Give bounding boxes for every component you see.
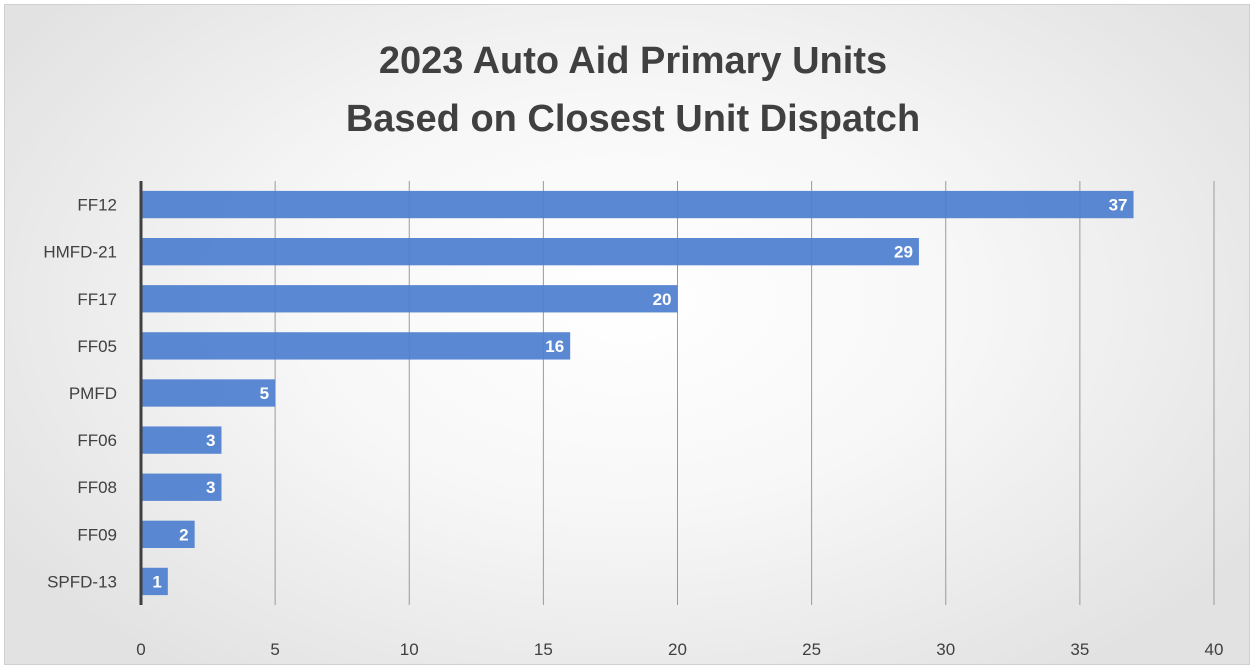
data-label: 29 xyxy=(894,243,913,262)
x-tick-label: 15 xyxy=(534,640,553,659)
category-label: FF05 xyxy=(77,337,117,356)
data-label: 5 xyxy=(260,384,269,403)
category-label: FF17 xyxy=(77,290,117,309)
bar-ff05 xyxy=(141,332,571,360)
category-label: FF09 xyxy=(77,525,117,544)
x-tick-label: 10 xyxy=(400,640,419,659)
x-tick-label: 20 xyxy=(668,640,687,659)
bar-spfd-13 xyxy=(141,567,168,596)
chart-title-line-2: Based on Closest Unit Dispatch xyxy=(346,98,920,140)
category-label: PMFD xyxy=(69,384,117,403)
category-label: FF08 xyxy=(77,478,117,497)
bar-ff06 xyxy=(141,426,222,454)
x-tick-labels: 0 5 10 15 20 25 30 35 40 xyxy=(136,640,1223,659)
bar-pmfd xyxy=(141,379,276,407)
x-tick-label: 30 xyxy=(936,640,955,659)
bar-ff09 xyxy=(141,520,195,548)
category-label: FF12 xyxy=(77,196,117,215)
x-tick-label: 0 xyxy=(136,640,145,659)
data-label: 37 xyxy=(1109,196,1128,215)
data-label: 3 xyxy=(206,431,215,450)
x-tick-label: 40 xyxy=(1205,640,1224,659)
chart-frame: 2023 Auto Aid Primary Units Based on Clo… xyxy=(4,4,1250,665)
bars: 37 29 20 16 5 3 3 2 1 xyxy=(141,190,1134,596)
bar-chart: 2023 Auto Aid Primary Units Based on Clo… xyxy=(43,40,1223,659)
data-label: 3 xyxy=(206,478,215,497)
data-label: 2 xyxy=(179,525,188,544)
bar-ff08 xyxy=(141,473,222,501)
chart-title-line-1: 2023 Auto Aid Primary Units xyxy=(379,40,887,82)
category-labels: FF12 HMFD-21 FF17 FF05 PMFD FF06 FF08 FF09 SPFD-… xyxy=(43,196,117,592)
bar-ff12 xyxy=(141,190,1134,219)
category-label: HMFD-21 xyxy=(43,243,117,262)
bar-ff17 xyxy=(141,285,678,313)
chart-title: 2023 Auto Aid Primary Units Based on Clo… xyxy=(346,40,920,140)
bar-hmfd-21 xyxy=(141,238,919,266)
data-label: 20 xyxy=(653,290,672,309)
category-label: SPFD-13 xyxy=(47,572,117,591)
x-tick-label: 25 xyxy=(802,640,821,659)
x-tick-label: 35 xyxy=(1070,640,1089,659)
data-label: 1 xyxy=(152,572,161,591)
x-tick-label: 5 xyxy=(270,640,279,659)
data-label: 16 xyxy=(545,337,564,356)
category-label: FF06 xyxy=(77,431,117,450)
